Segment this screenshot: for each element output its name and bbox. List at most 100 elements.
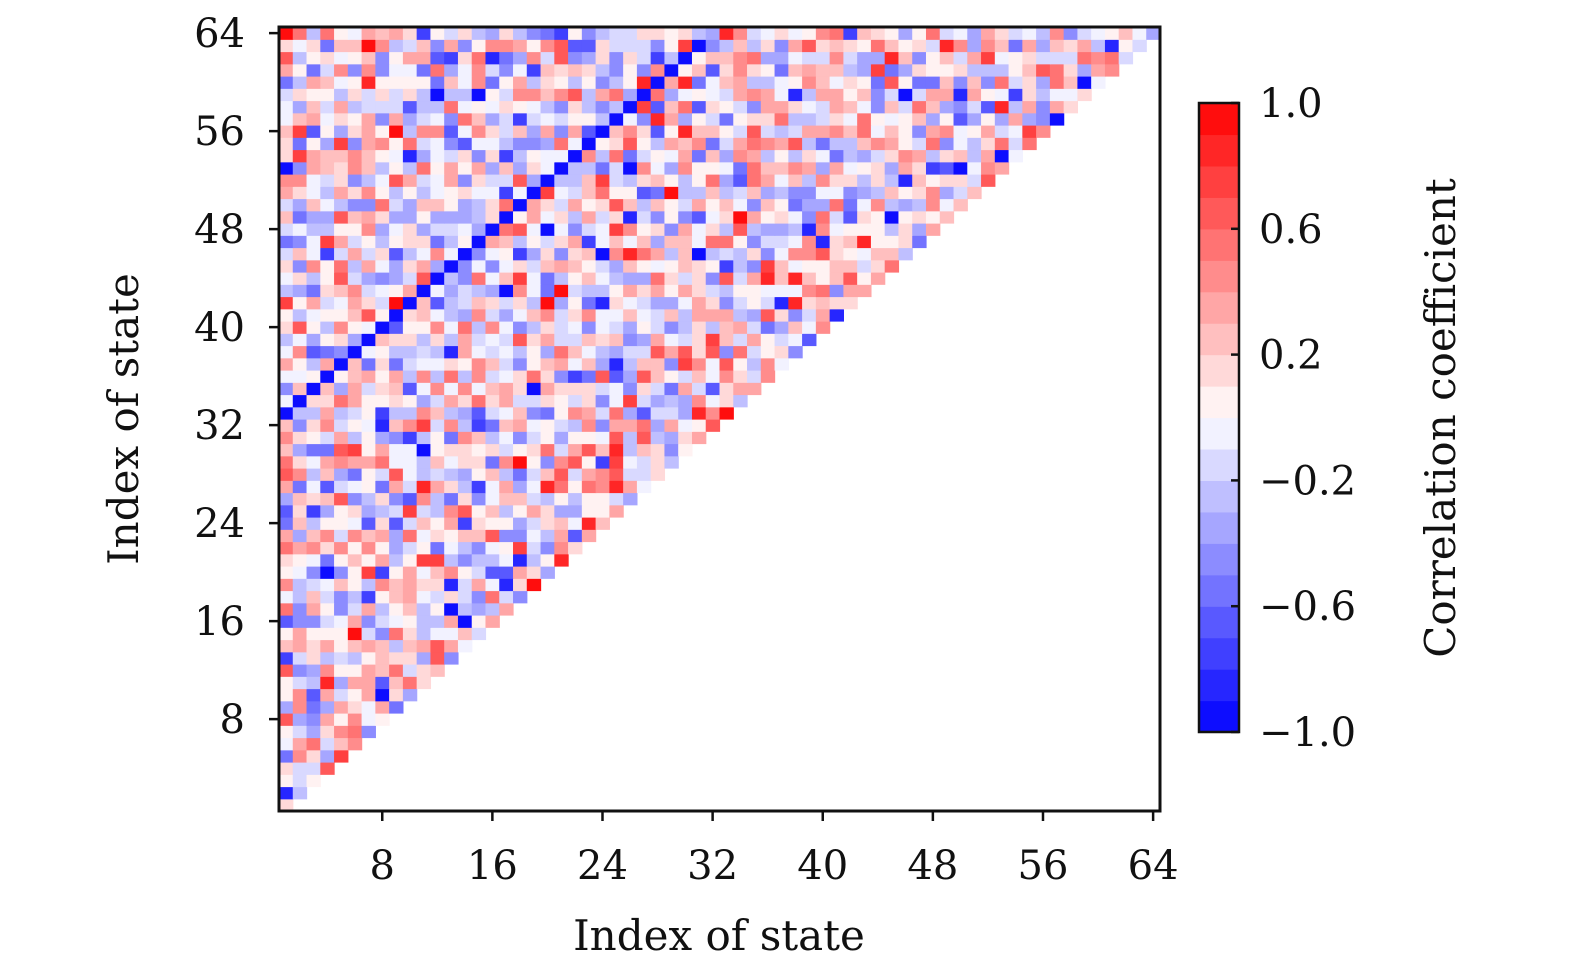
heatmap-cell <box>279 541 294 555</box>
heatmap-cell <box>402 210 418 224</box>
heatmap-cell <box>719 247 734 261</box>
heatmap-cell <box>802 100 817 114</box>
heatmap-cell <box>568 223 583 236</box>
heatmap-cell <box>499 259 514 273</box>
colorbar-tick-label: 0.2 <box>1259 333 1323 379</box>
heatmap-cell <box>747 27 762 40</box>
heatmap-cell <box>802 321 817 334</box>
heatmap-cell <box>499 553 514 567</box>
heatmap-cell <box>623 149 638 163</box>
heatmap-cell <box>540 174 555 187</box>
heatmap-cell <box>774 137 789 151</box>
heatmap-cell <box>581 149 597 163</box>
heatmap-cell <box>760 296 776 310</box>
heatmap-cell <box>320 664 335 677</box>
heatmap-cell <box>430 566 445 579</box>
heatmap-cell <box>829 174 844 187</box>
heatmap-cell <box>595 63 610 77</box>
heatmap-cell <box>568 321 583 334</box>
heatmap-cell <box>898 100 913 114</box>
heatmap-cell <box>650 296 666 310</box>
heatmap-cell <box>733 149 748 163</box>
heatmap-cell <box>361 370 376 383</box>
heatmap-cell <box>747 174 762 187</box>
heatmap-cell <box>457 137 473 151</box>
heatmap-cell <box>279 504 294 518</box>
heatmap-cell <box>292 492 308 506</box>
heatmap-cell <box>581 272 597 285</box>
heatmap-cell <box>471 627 487 641</box>
heatmap-cell <box>471 174 487 187</box>
heatmap-cell <box>320 88 335 102</box>
heatmap-cell <box>1104 63 1120 77</box>
heatmap-cell <box>857 63 872 77</box>
heatmap-cell <box>540 88 555 102</box>
heatmap-cell <box>595 174 610 187</box>
heatmap-cell <box>788 51 803 65</box>
heatmap-cell <box>361 468 376 481</box>
heatmap-cell <box>457 112 473 126</box>
heatmap-cell <box>664 88 679 102</box>
heatmap-cell <box>540 235 555 249</box>
heatmap-cell <box>416 480 432 494</box>
heatmap-cell <box>306 553 321 567</box>
heatmap-cell <box>292 27 308 40</box>
heatmap-cell <box>691 27 707 40</box>
heatmap-cell <box>719 235 734 249</box>
heatmap-cell <box>320 676 335 690</box>
heatmap-cell <box>402 664 418 677</box>
heatmap-cell <box>444 88 459 102</box>
heatmap-cell <box>540 247 555 261</box>
heatmap-cell <box>485 419 500 432</box>
heatmap-cell <box>457 272 473 285</box>
heatmap-cell <box>457 284 473 298</box>
heatmap-cell <box>815 186 831 200</box>
heatmap-cell <box>361 639 376 653</box>
heatmap-cell <box>361 541 376 555</box>
heatmap-cell <box>471 186 487 200</box>
heatmap-cell <box>636 394 652 408</box>
heatmap-cell <box>389 406 404 420</box>
heatmap-cell <box>347 664 363 677</box>
heatmap-cell <box>981 125 996 138</box>
heatmap-cell <box>526 210 542 224</box>
heatmap-cell <box>829 235 844 249</box>
heatmap-cell <box>568 137 583 151</box>
heatmap-cell <box>691 308 707 322</box>
heatmap-cell <box>444 39 459 53</box>
heatmap-cell <box>402 406 418 420</box>
heatmap-cell <box>774 296 789 310</box>
heatmap-cell <box>636 51 652 65</box>
heatmap-cell <box>664 27 679 40</box>
heatmap-cell <box>554 333 569 347</box>
colorbar-segment <box>1199 669 1239 702</box>
heatmap-cell <box>650 370 666 383</box>
heatmap-cell <box>471 419 487 432</box>
heatmap-cell <box>430 553 445 567</box>
heatmap-cell <box>554 210 569 224</box>
heatmap-cell <box>870 272 886 285</box>
heatmap-cell <box>581 443 597 457</box>
heatmap-cell <box>347 504 363 518</box>
heatmap-cell <box>815 39 831 53</box>
heatmap-cell <box>802 333 817 347</box>
heatmap-cell <box>471 406 487 420</box>
heatmap-cell <box>760 174 776 187</box>
heatmap-cell <box>650 247 666 261</box>
heatmap-cell <box>829 112 844 126</box>
heatmap-cell <box>540 419 555 432</box>
heatmap-cell <box>279 688 294 702</box>
heatmap-cell <box>595 455 610 469</box>
heatmap-cell <box>485 590 500 604</box>
heatmap-cell <box>609 125 624 138</box>
heatmap-cell <box>375 713 390 726</box>
heatmap-cell <box>870 137 886 151</box>
heatmap-cell <box>719 174 734 187</box>
y-tick-label: 32 <box>194 403 245 449</box>
heatmap-cell <box>554 174 569 187</box>
heatmap-cell <box>581 51 597 65</box>
heatmap-cell <box>1077 51 1092 65</box>
heatmap-cell <box>292 590 308 604</box>
heatmap-cell <box>636 284 652 298</box>
